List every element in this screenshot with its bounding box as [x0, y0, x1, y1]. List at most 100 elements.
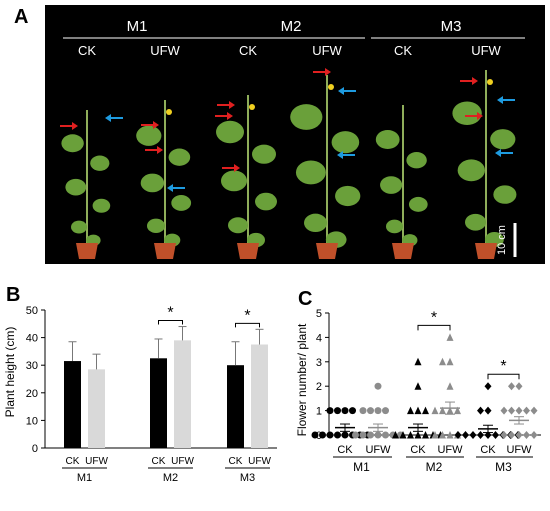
- y-tick-label: 30: [26, 360, 38, 372]
- plant-leaf: [386, 219, 403, 234]
- y-tick-label: 40: [26, 333, 38, 345]
- y-tick-label: 0: [32, 443, 38, 455]
- plant-leaf: [295, 160, 326, 185]
- label-m3-ufw: UFW: [471, 43, 501, 58]
- blue-arrow-head: [337, 151, 343, 159]
- y-tick-label: 2: [316, 381, 322, 393]
- y-tick-label: 5: [316, 308, 322, 320]
- plant-pot: [316, 243, 338, 259]
- data-point: [446, 357, 454, 366]
- red-arrow-head: [234, 164, 240, 172]
- treatment-label: CK: [229, 456, 243, 467]
- blue-arrow-head: [495, 149, 501, 157]
- data-point: [431, 406, 439, 415]
- treatment-label: CK: [337, 444, 353, 456]
- red-arrow-head: [72, 122, 78, 130]
- plant-illustrations: [60, 68, 517, 259]
- data-point: [414, 357, 422, 366]
- data-point: [484, 382, 492, 391]
- y-tick-label: 3: [316, 357, 322, 369]
- data-point: [407, 406, 414, 415]
- plant-leaf: [171, 195, 192, 211]
- blue-arrow-head: [338, 87, 344, 95]
- y-tick-label: 50: [26, 305, 38, 317]
- data-point: [422, 406, 429, 415]
- treatment-label: CK: [410, 444, 426, 456]
- data-point: [367, 407, 374, 415]
- data-point: [407, 431, 414, 439]
- group-label-m1: M1: [127, 18, 148, 35]
- treatment-label: UFW: [437, 444, 463, 456]
- plant-leaf: [331, 131, 360, 154]
- significance-star: *: [244, 307, 250, 324]
- data-point: [414, 431, 422, 439]
- significance-bracket: [158, 320, 183, 325]
- label-m3-ck: CK: [394, 43, 412, 58]
- data-point: [374, 382, 382, 390]
- data-point: [508, 382, 515, 391]
- data-point: [334, 431, 341, 439]
- data-point: [319, 431, 326, 439]
- data-point: [462, 431, 469, 439]
- treatment-label: UFW: [171, 456, 194, 467]
- data-point: [515, 431, 523, 439]
- significance-star: *: [500, 358, 506, 375]
- group-label-m2: M2: [163, 472, 178, 484]
- y-axis-label: Plant height (cm): [3, 327, 17, 418]
- data-point: [523, 406, 530, 415]
- red-arrow-head: [153, 121, 159, 129]
- plant-leaf: [452, 101, 482, 126]
- data-point: [530, 431, 538, 439]
- group-label-m1: M1: [353, 460, 370, 474]
- group-label-m3: M3: [495, 460, 512, 474]
- plant-leaf: [252, 144, 276, 164]
- data-point: [382, 407, 389, 415]
- label-m2-ufw: UFW: [312, 43, 342, 58]
- data-point: [508, 406, 515, 415]
- y-tick-label: 1: [316, 406, 322, 418]
- y-tick-label: 20: [26, 388, 38, 400]
- plant-height-chart: 0 10 20 30 40 50 CK UFW M1 CK UFW M2 * CK UFW M3 * Plan…: [3, 305, 277, 484]
- group-label-m3: M3: [441, 18, 462, 35]
- data-point: [374, 407, 382, 415]
- plant-leaf: [221, 170, 247, 192]
- panel-label-c: C: [298, 288, 313, 310]
- plant-leaf: [304, 213, 327, 233]
- data-point: [359, 407, 367, 415]
- significance-bracket: [487, 373, 520, 380]
- data-point: [492, 431, 499, 439]
- photo-background: [45, 5, 545, 264]
- plant-pot: [154, 243, 176, 259]
- plant-leaf: [92, 198, 111, 213]
- scale-bar-label: 10 cm: [496, 225, 508, 255]
- plant-leaf: [380, 176, 403, 194]
- y-tick-label: 4: [316, 332, 322, 344]
- red-arrow-head: [229, 101, 235, 109]
- data-point: [382, 431, 389, 439]
- data-point: [392, 431, 399, 439]
- plant-leaf: [408, 196, 428, 212]
- data-point: [500, 406, 508, 415]
- data-point: [500, 431, 508, 439]
- data-point: [311, 431, 319, 439]
- data-point: [439, 431, 446, 439]
- plant-leaf: [71, 220, 87, 234]
- data-point: [454, 431, 462, 439]
- plant-leaf: [147, 218, 165, 234]
- data-point: [352, 431, 359, 439]
- data-point: [367, 431, 374, 439]
- flower: [487, 79, 493, 85]
- plant-leaf: [490, 129, 516, 150]
- plant-leaf: [90, 155, 110, 171]
- data-point: [508, 431, 515, 439]
- plant-pot: [475, 243, 497, 259]
- data-point: [469, 431, 477, 439]
- bar-ck-m2: [150, 358, 167, 448]
- bar-ufw-m3: [251, 344, 268, 448]
- data-point: [477, 431, 484, 439]
- bar-ck-m1: [64, 361, 81, 448]
- treatment-label: UFW: [365, 444, 391, 456]
- flower: [328, 84, 334, 90]
- plant-pot: [76, 243, 98, 259]
